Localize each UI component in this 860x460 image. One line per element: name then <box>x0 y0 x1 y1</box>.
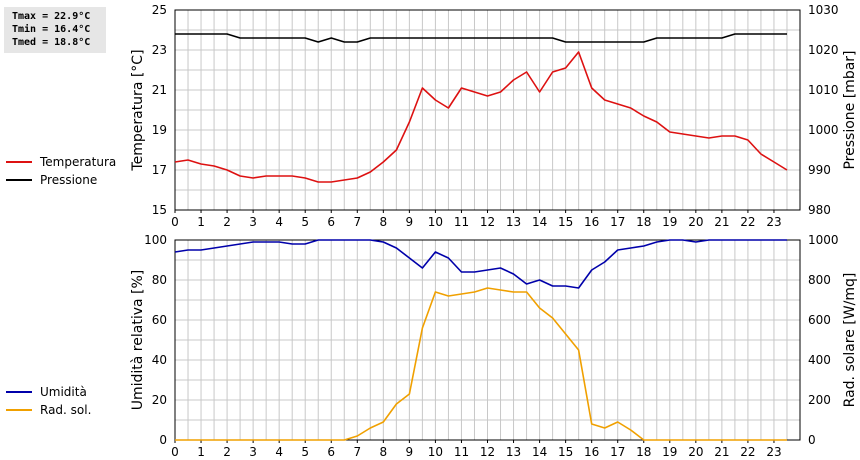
panel2-series-umidit <box>174 239 787 289</box>
panel1-y-tick-label: 17 <box>152 163 167 177</box>
panel1-x-tick-label: 23 <box>766 215 781 229</box>
panel2-x-tick-label: 1 <box>197 445 205 459</box>
panel2-x-tick-label: 23 <box>766 445 781 459</box>
panel1-x-tick-label: 15 <box>558 215 573 229</box>
panel2-y2-tick-label: 400 <box>808 353 831 367</box>
panel2-x-tick-label: 7 <box>353 445 361 459</box>
panel2-y2-tick-label: 800 <box>808 273 831 287</box>
legend-temperatura: Temperatura <box>6 154 116 170</box>
panel1-x-tick-label: 1 <box>197 215 205 229</box>
panel2-x-tick-label: 13 <box>506 445 521 459</box>
panel1-y2-tick-label: 1020 <box>808 43 839 57</box>
panel1-x-tick-label: 10 <box>428 215 443 229</box>
legend-umidita-label: Umidità <box>40 385 87 399</box>
panel1-series-pressione <box>175 33 787 43</box>
panel2-x-tick-label: 2 <box>223 445 231 459</box>
panel2-x-tick-label: 14 <box>532 445 547 459</box>
panel1-x-tick-label: 3 <box>249 215 257 229</box>
panel2-x-tick-label: 0 <box>171 445 179 459</box>
panel1-x-tick-label: 16 <box>584 215 599 229</box>
tmin-label: Tmin = 16.4°C <box>12 24 91 35</box>
stats-box: Tmax = 22.9°C Tmin = 16.4°C Tmed = 18.8°… <box>4 7 106 53</box>
panel1-x-tick-label: 4 <box>275 215 283 229</box>
panel1-x-tick-label: 21 <box>714 215 729 229</box>
legend-pressione-label: Pressione <box>40 173 98 187</box>
panel2-x-tick-label: 16 <box>584 445 599 459</box>
panel1-x-tick-label: 13 <box>506 215 521 229</box>
legend-umidita-swatch <box>6 391 32 393</box>
panel1-y2-tick-label: 1000 <box>808 123 839 137</box>
panel1-y-tick-label: 21 <box>152 83 167 97</box>
panel2-x-tick-label: 8 <box>380 445 388 459</box>
panel1-x-tick-label: 0 <box>171 215 179 229</box>
panel2-y2-tick-label: 600 <box>808 313 831 327</box>
panel1-y-tick-label: 15 <box>152 203 167 217</box>
legend-umidita: Umidità <box>6 384 87 400</box>
panel2-x-tick-label: 10 <box>428 445 443 459</box>
panel1-x-tick-label: 8 <box>380 215 388 229</box>
panel1-y-tick-label: 25 <box>152 3 167 17</box>
panel1-x-tick-label: 17 <box>610 215 625 229</box>
legend-pressione: Pressione <box>6 172 97 188</box>
legend-rad-sol-swatch <box>6 409 32 411</box>
panel2-x-tick-label: 12 <box>480 445 495 459</box>
panel2-y-tick-label: 80 <box>152 273 167 287</box>
panel2-x-tick-label: 4 <box>275 445 283 459</box>
panel2-x-tick-label: 21 <box>714 445 729 459</box>
panel1-y2-tick-label: 1010 <box>808 83 839 97</box>
panel2-x-tick-label: 11 <box>454 445 469 459</box>
panel2-x-tick-label: 22 <box>740 445 755 459</box>
panel2-x-tick-label: 18 <box>636 445 651 459</box>
tmax-label: Tmax = 22.9°C <box>12 11 91 22</box>
panel1-x-tick-label: 11 <box>454 215 469 229</box>
panel1-y2-axis-label: Pressione [mbar] <box>842 50 858 169</box>
legend-rad-sol-label: Rad. sol. <box>40 403 92 417</box>
panel2-x-tick-label: 5 <box>301 445 309 459</box>
panel2-y2-axis-label: Rad. solare [W/mq] <box>842 273 858 408</box>
panel1-y-tick-label: 23 <box>152 43 167 57</box>
panel2-y-tick-label: 60 <box>152 313 167 327</box>
panel1-x-tick-label: 9 <box>406 215 414 229</box>
panel1-x-tick-label: 2 <box>223 215 231 229</box>
panel1-y-axis-label: Temperatura [°C] <box>130 49 146 171</box>
panel1-x-tick-label: 22 <box>740 215 755 229</box>
panel2-x-tick-label: 19 <box>662 445 677 459</box>
panel2-x-tick-label: 3 <box>249 445 257 459</box>
panel2-x-tick-label: 9 <box>406 445 414 459</box>
panel1-x-tick-label: 5 <box>301 215 309 229</box>
panel2-x-tick-label: 15 <box>558 445 573 459</box>
panel1-x-tick-label: 19 <box>662 215 677 229</box>
panel2-y-tick-label: 100 <box>144 233 167 247</box>
panel1-x-tick-label: 18 <box>636 215 651 229</box>
panel2-y2-tick-label: 0 <box>808 433 816 447</box>
panel1-y2-tick-label: 990 <box>808 163 831 177</box>
panel2-series-rad-sol <box>175 287 787 441</box>
panel2-x-tick-label: 17 <box>610 445 625 459</box>
legend-rad-sol: Rad. sol. <box>6 402 91 418</box>
panel1-x-tick-label: 20 <box>688 215 703 229</box>
panel1-y2-tick-label: 1030 <box>808 3 839 17</box>
panel2-y2-tick-label: 1000 <box>808 233 839 247</box>
panel1-y2-tick-label: 980 <box>808 203 831 217</box>
panel2-x-tick-label: 20 <box>688 445 703 459</box>
panel2-y-tick-label: 0 <box>159 433 167 447</box>
panel1-series-temperatura <box>174 51 788 183</box>
panel2-y2-tick-label: 200 <box>808 393 831 407</box>
panel1-x-tick-label: 12 <box>480 215 495 229</box>
panel1-x-tick-label: 6 <box>327 215 335 229</box>
panel1-x-tick-label: 7 <box>353 215 361 229</box>
legend-temperatura-label: Temperatura <box>40 155 117 169</box>
panel2-y-tick-label: 20 <box>152 393 167 407</box>
panel2-y-axis-label: Umidità relativa [%] <box>130 270 146 411</box>
legend-pressione-swatch <box>6 179 32 181</box>
tmed-label: Tmed = 18.8°C <box>12 37 91 48</box>
panel1-y-tick-label: 19 <box>152 123 167 137</box>
panel1-x-tick-label: 14 <box>532 215 547 229</box>
panel2-x-tick-label: 6 <box>327 445 335 459</box>
legend-temperatura-swatch <box>6 161 32 163</box>
panel2-y-tick-label: 40 <box>152 353 167 367</box>
